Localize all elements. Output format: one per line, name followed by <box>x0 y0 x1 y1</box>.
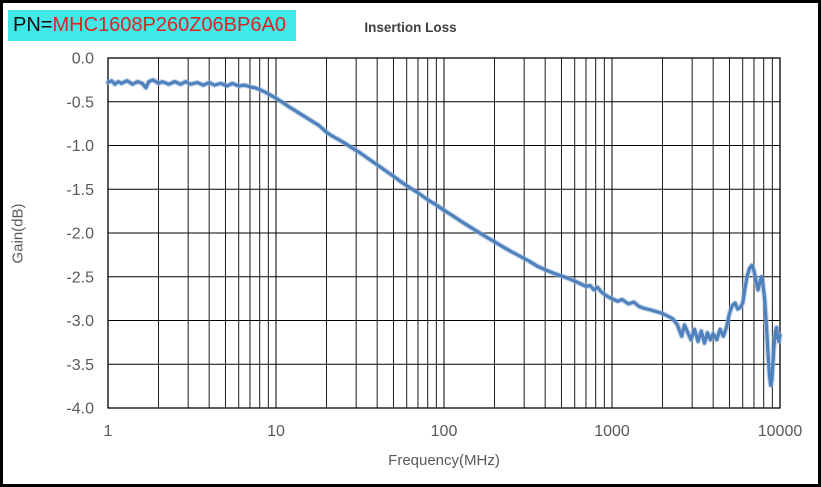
x-tick-label: 10000 <box>758 423 803 440</box>
x-tick-label: 1 <box>104 423 113 440</box>
x-tick-label: 100 <box>431 423 458 440</box>
y-tick-label: -1.5 <box>66 182 94 199</box>
y-tick-label: 0.0 <box>72 51 94 68</box>
insertion-loss-plot: 0.0 -0.5 -1.0 -1.5 -2.0 -2.5 -3.0 -3.5 -4.0 1 10 10… <box>66 51 803 441</box>
part-number-value: MHC1608P260Z06BP6A0 <box>52 14 286 36</box>
y-tick-label: -4.0 <box>66 401 94 418</box>
series-line <box>106 78 782 387</box>
y-tick-label: -0.5 <box>66 94 94 111</box>
y-tick-label: -3.0 <box>66 313 94 330</box>
y-tick-label: -2.0 <box>66 226 94 243</box>
y-tick-label: -2.5 <box>66 269 94 286</box>
part-number-label: PN=MHC1608P260Z06BP6A0 <box>8 10 296 41</box>
x-tick-label: 1000 <box>594 423 630 440</box>
chart-title: Insertion Loss <box>364 20 457 35</box>
part-number-prefix: PN= <box>13 14 53 36</box>
y-tick-label: -3.5 <box>66 357 94 374</box>
x-tick-label: 10 <box>267 423 285 440</box>
x-axis-title: Frequency(MHz) <box>388 452 500 469</box>
y-tick-label: -1.0 <box>66 138 94 155</box>
plot-border <box>107 57 781 409</box>
y-axis-title: Gain(dB) <box>9 203 27 264</box>
